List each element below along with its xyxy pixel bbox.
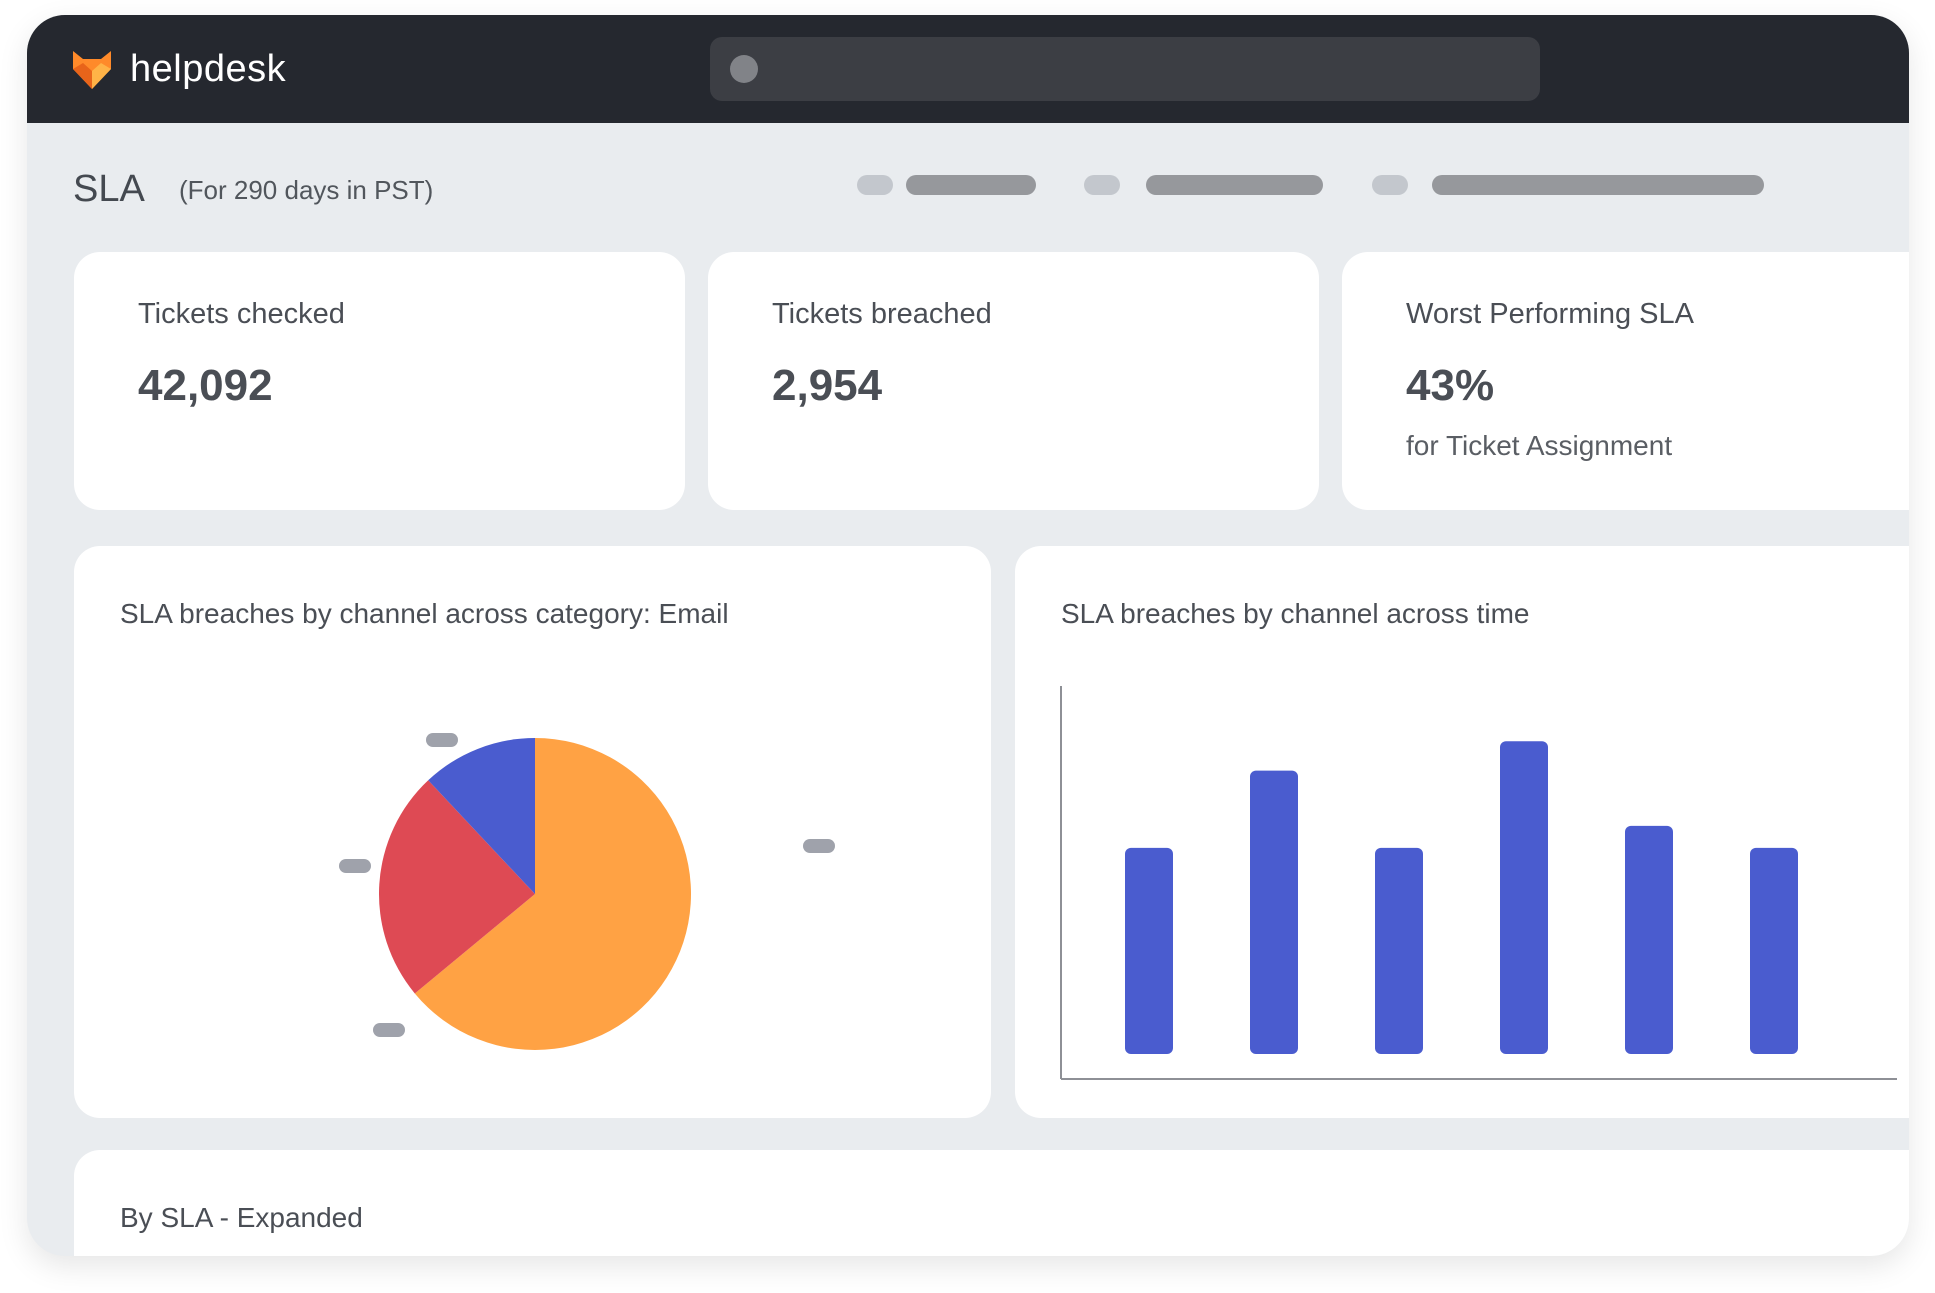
filter-2-icon[interactable] — [1084, 175, 1120, 195]
pie-label-placeholder — [339, 859, 371, 873]
filter-3-placeholder[interactable] — [1432, 175, 1764, 195]
bar-chart — [1060, 686, 1897, 1080]
panel-title: SLA breaches by channel across time — [1061, 598, 1530, 629]
filter-2-placeholder[interactable] — [1146, 175, 1323, 195]
stat-card-tickets-breached: Tickets breached 2,954 — [708, 252, 1319, 510]
stat-value: 43% — [1406, 361, 1495, 410]
fox-logo-icon[interactable] — [71, 49, 113, 91]
bar[interactable] — [1375, 847, 1423, 1054]
pie-slice[interactable] — [428, 738, 535, 894]
stat-subtext: for Ticket Assignment — [1406, 430, 1673, 461]
stat-card-worst-sla: Worst Performing SLA 43% for Ticket Assi… — [1342, 252, 1909, 510]
stat-label: Worst Performing SLA — [1406, 298, 1694, 330]
bar[interactable] — [1125, 847, 1173, 1054]
stat-value: 42,092 — [138, 361, 273, 410]
pie-chart — [339, 733, 835, 1050]
bar[interactable] — [1250, 770, 1298, 1054]
table-panel: By SLA - Expanded — [74, 1150, 1909, 1256]
filter-1-placeholder[interactable] — [906, 175, 1036, 195]
top-bar: helpdesk — [27, 15, 1909, 123]
page-subtitle: (For 290 days in PST) — [179, 175, 434, 205]
filter-3-icon[interactable] — [1372, 175, 1408, 195]
bar[interactable] — [1750, 847, 1798, 1054]
stat-card-tickets-checked: Tickets checked 42,092 — [74, 252, 685, 510]
bar[interactable] — [1625, 825, 1673, 1054]
page-title: SLA — [73, 168, 145, 210]
stat-value: 2,954 — [772, 361, 883, 410]
search-input[interactable] — [710, 37, 1540, 101]
brand-name[interactable]: helpdesk — [130, 48, 287, 90]
panel-title: By SLA - Expanded — [120, 1202, 363, 1233]
bar[interactable] — [1500, 741, 1548, 1054]
bar-chart-panel: SLA breaches by channel across time — [1015, 546, 1909, 1118]
panel-title: SLA breaches by channel across category:… — [120, 598, 729, 629]
filter-1-icon[interactable] — [857, 175, 893, 195]
pie-label-placeholder — [426, 733, 458, 747]
pie-label-placeholder — [373, 1023, 405, 1037]
pie-slice[interactable] — [379, 780, 535, 994]
pie-chart-panel: SLA breaches by channel across category:… — [74, 546, 991, 1118]
search-dot-icon — [730, 55, 758, 83]
stat-label: Tickets checked — [138, 298, 345, 330]
app-window: helpdesk SLA (For 290 days in PST) Ticke… — [27, 15, 1909, 1256]
pie-label-placeholder — [803, 839, 835, 853]
pie-slice[interactable] — [414, 738, 691, 1050]
stat-label: Tickets breached — [772, 298, 992, 330]
